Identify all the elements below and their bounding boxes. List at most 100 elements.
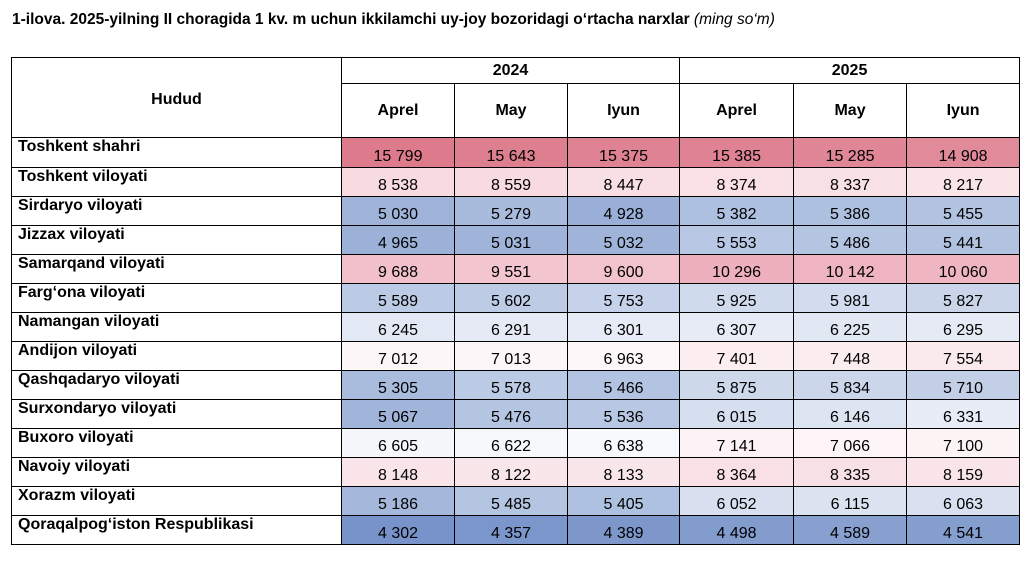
price-cell: 10 296 (679, 254, 795, 284)
price-cell: 4 589 (793, 515, 908, 545)
region-name: Xorazm viloyati (11, 486, 342, 516)
price-cell: 15 375 (566, 137, 681, 168)
price-cell: 5 710 (906, 370, 1021, 400)
price-cell: 5 827 (906, 283, 1021, 313)
price-cell: 4 928 (566, 196, 681, 226)
table-body: Toshkent shahri 15 799 15 643 15 375 15 385 1… (11, 137, 1021, 545)
region-name: Sirdaryo viloyati (11, 196, 342, 226)
price-cell: 7 141 (679, 428, 795, 458)
price-cell: 8 148 (341, 457, 455, 487)
month-header: Aprel (679, 83, 795, 138)
price-cell: 8 217 (906, 167, 1021, 197)
region-name: Jizzax viloyati (11, 225, 342, 255)
region-name: Farg‘ona viloyati (11, 283, 342, 313)
region-name: Namangan viloyati (11, 312, 342, 342)
price-cell: 15 799 (341, 137, 455, 168)
price-cell: 5 981 (793, 283, 908, 313)
price-table: Hudud 2024 2025 Aprel May Iyun Aprel May… (11, 57, 1021, 545)
month-header: May (793, 83, 908, 138)
table-row: Sirdaryo viloyati 5 030 5 279 4 928 5 382 5 3… (11, 196, 1021, 226)
price-cell: 5 476 (454, 399, 568, 429)
year-header-2025: 2025 (679, 57, 1021, 84)
price-cell: 15 643 (454, 137, 568, 168)
price-cell: 8 538 (341, 167, 455, 197)
price-cell: 5 875 (679, 370, 795, 400)
price-cell: 5 578 (454, 370, 568, 400)
table-row: Andijon viloyati 7 012 7 013 6 963 7 401 7 44… (11, 341, 1021, 371)
price-cell: 6 115 (793, 486, 908, 516)
price-cell: 7 100 (906, 428, 1021, 458)
price-cell: 8 364 (679, 457, 795, 487)
price-cell: 6 638 (566, 428, 681, 458)
price-cell: 5 382 (679, 196, 795, 226)
price-cell: 6 622 (454, 428, 568, 458)
price-cell: 6 225 (793, 312, 908, 342)
price-cell: 5 553 (679, 225, 795, 255)
price-cell: 9 551 (454, 254, 568, 284)
region-name: Toshkent shahri (11, 137, 342, 168)
price-cell: 7 013 (454, 341, 568, 371)
price-cell: 10 142 (793, 254, 908, 284)
price-cell: 6 291 (454, 312, 568, 342)
price-cell: 5 834 (793, 370, 908, 400)
month-header: Aprel (341, 83, 455, 138)
title-unit: (ming so‘m) (693, 11, 775, 28)
month-header: Iyun (906, 83, 1021, 138)
table-row: Jizzax viloyati 4 965 5 031 5 032 5 553 5 486… (11, 225, 1021, 255)
price-cell: 6 331 (906, 399, 1021, 429)
price-cell: 7 401 (679, 341, 795, 371)
price-cell: 5 279 (454, 196, 568, 226)
table-row: Toshkent viloyati 8 538 8 559 8 447 8 374 8 3… (11, 167, 1021, 197)
price-cell: 8 335 (793, 457, 908, 487)
price-cell: 14 908 (906, 137, 1021, 168)
price-cell: 4 302 (341, 515, 455, 545)
price-cell: 5 186 (341, 486, 455, 516)
price-cell: 5 536 (566, 399, 681, 429)
region-name: Surxondaryo viloyati (11, 399, 342, 429)
region-name: Toshkent viloyati (11, 167, 342, 197)
price-cell: 15 285 (793, 137, 908, 168)
price-cell: 4 498 (679, 515, 795, 545)
price-cell: 4 965 (341, 225, 455, 255)
region-name: Qoraqalpog‘iston Respublikasi (11, 515, 342, 545)
title-text: 1-ilova. 2025-yilning II choragida 1 kv.… (12, 11, 690, 28)
region-name: Navoiy viloyati (11, 457, 342, 487)
price-cell: 6 245 (341, 312, 455, 342)
price-cell: 5 031 (454, 225, 568, 255)
table-row: Buxoro viloyati 6 605 6 622 6 638 7 141 7 066… (11, 428, 1021, 458)
table-row: Namangan viloyati 6 245 6 291 6 301 6 307 6 2… (11, 312, 1021, 342)
price-cell: 6 605 (341, 428, 455, 458)
region-name: Qashqadaryo viloyati (11, 370, 342, 400)
price-cell: 5 455 (906, 196, 1021, 226)
price-cell: 5 441 (906, 225, 1021, 255)
price-cell: 6 063 (906, 486, 1021, 516)
table-row: Toshkent shahri 15 799 15 643 15 375 15 385 1… (11, 137, 1021, 168)
price-cell: 5 589 (341, 283, 455, 313)
price-cell: 8 374 (679, 167, 795, 197)
price-cell: 6 963 (566, 341, 681, 371)
table-row: Qashqadaryo viloyati 5 305 5 578 5 466 5 875… (11, 370, 1021, 400)
price-cell: 8 133 (566, 457, 681, 487)
page-title: 1-ilova. 2025-yilning II choragida 1 kv.… (12, 11, 775, 29)
price-cell: 8 159 (906, 457, 1021, 487)
price-cell: 6 015 (679, 399, 795, 429)
price-cell: 15 385 (679, 137, 795, 168)
price-cell: 9 600 (566, 254, 681, 284)
table-row: Samarqand viloyati 9 688 9 551 9 600 10 296 1… (11, 254, 1021, 284)
year-header-2024: 2024 (340, 57, 681, 84)
table-row: Navoiy viloyati 8 148 8 122 8 133 8 364 8 335… (11, 457, 1021, 487)
price-cell: 5 386 (793, 196, 908, 226)
price-cell: 5 305 (341, 370, 455, 400)
price-cell: 8 447 (566, 167, 681, 197)
price-cell: 10 060 (906, 254, 1021, 284)
table-row: Qoraqalpog‘iston Respublikasi 4 302 4 357 4… (11, 515, 1021, 545)
price-cell: 6 301 (566, 312, 681, 342)
price-cell: 4 389 (566, 515, 681, 545)
month-header: Iyun (566, 83, 681, 138)
price-cell: 5 486 (793, 225, 908, 255)
price-cell: 5 485 (454, 486, 568, 516)
price-cell: 4 541 (906, 515, 1021, 545)
region-column-header: Hudud (11, 57, 342, 138)
month-header: May (454, 83, 568, 138)
price-cell: 4 357 (454, 515, 568, 545)
